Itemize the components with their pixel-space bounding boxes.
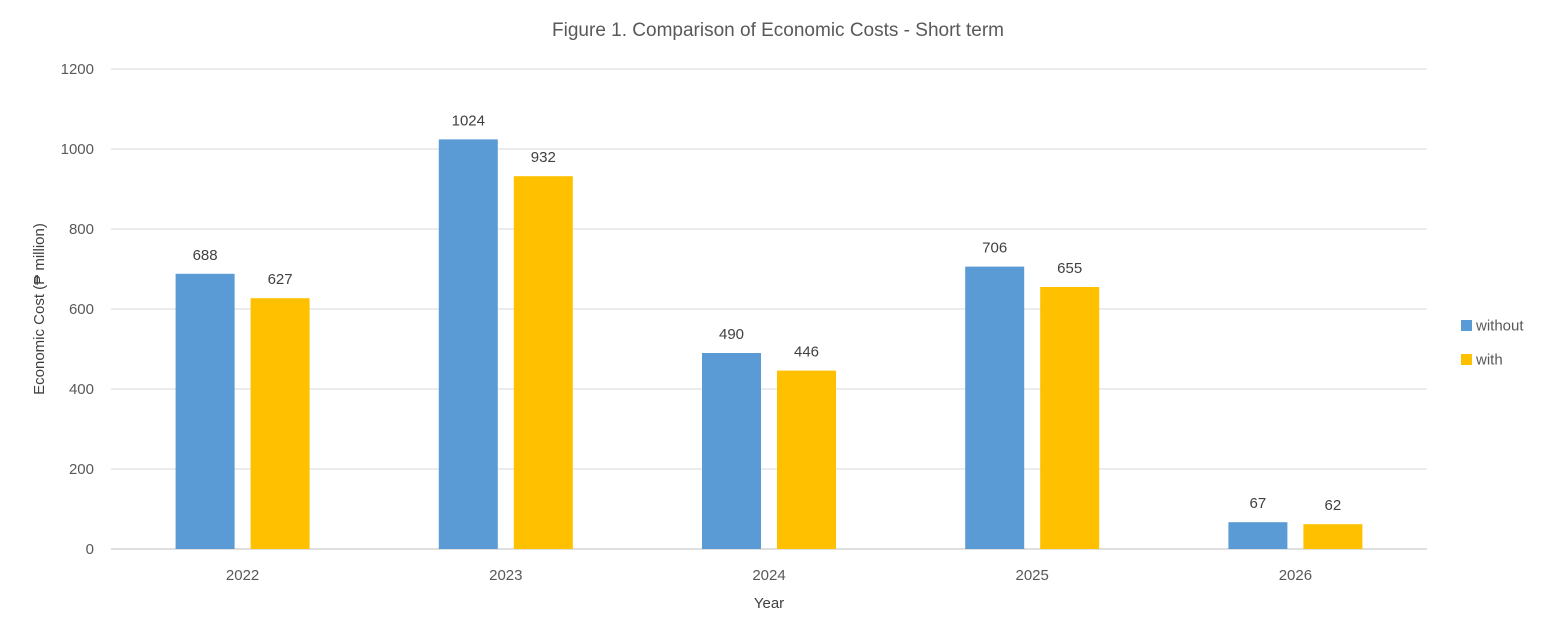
data-label-without-2024: 490 — [719, 326, 744, 343]
y-tick-label: 1000 — [61, 141, 94, 158]
y-axis-ticks: 0 200 400 600 800 1000 1200 — [61, 61, 94, 558]
data-label-with-2026: 62 — [1325, 497, 1342, 514]
bars — [175, 139, 1363, 549]
chart-title: Figure 1. Comparison of Economic Costs -… — [552, 20, 1004, 41]
x-axis-title: Year — [754, 595, 784, 612]
bar-with-2025 — [1040, 287, 1100, 549]
y-tick-label: 1200 — [61, 61, 94, 78]
legend-label-without: without — [1475, 318, 1524, 335]
y-tick-label: 200 — [69, 461, 94, 478]
bar-without-2022 — [175, 273, 235, 549]
y-tick-label: 400 — [69, 381, 94, 398]
data-label-with-2024: 446 — [794, 344, 819, 361]
data-label-with-2023: 932 — [531, 149, 556, 166]
data-label-without-2022: 688 — [193, 247, 218, 264]
data-label-without-2025: 706 — [982, 240, 1007, 257]
bar-without-2023 — [438, 139, 498, 549]
x-tick-label: 2023 — [489, 567, 522, 584]
y-tick-label: 0 — [86, 541, 94, 558]
x-tick-label: 2026 — [1279, 567, 1312, 584]
y-tick-label: 800 — [69, 221, 94, 238]
bar-without-2025 — [965, 266, 1025, 549]
y-axis-title: Economic Cost (₱ million) — [31, 223, 48, 395]
bar-with-2023 — [513, 176, 573, 549]
data-label-without-2023: 1024 — [452, 112, 485, 129]
x-tick-label: 2025 — [1016, 567, 1049, 584]
data-label-without-2026: 67 — [1250, 495, 1267, 512]
x-tick-label: 2024 — [752, 567, 785, 584]
bar-without-2024 — [702, 353, 761, 549]
bar-with-2024 — [777, 370, 836, 549]
bar-without-2026 — [1228, 522, 1288, 549]
gridlines — [111, 68, 1427, 550]
bar-with-2022 — [250, 298, 310, 549]
y-tick-label: 600 — [69, 301, 94, 318]
legend-swatch-without — [1461, 320, 1472, 331]
x-axis-ticks: 2022 2023 2024 2025 2026 — [226, 567, 1312, 584]
legend: without with — [1461, 318, 1524, 369]
bar-with-2026 — [1303, 524, 1363, 549]
data-label-with-2025: 655 — [1057, 260, 1082, 277]
data-label-with-2022: 627 — [268, 271, 293, 288]
x-tick-label: 2022 — [226, 567, 259, 584]
legend-label-with: with — [1475, 352, 1503, 369]
data-labels: 688 627 1024 932 490 446 706 655 67 62 — [193, 112, 1342, 514]
legend-swatch-with — [1461, 354, 1472, 365]
